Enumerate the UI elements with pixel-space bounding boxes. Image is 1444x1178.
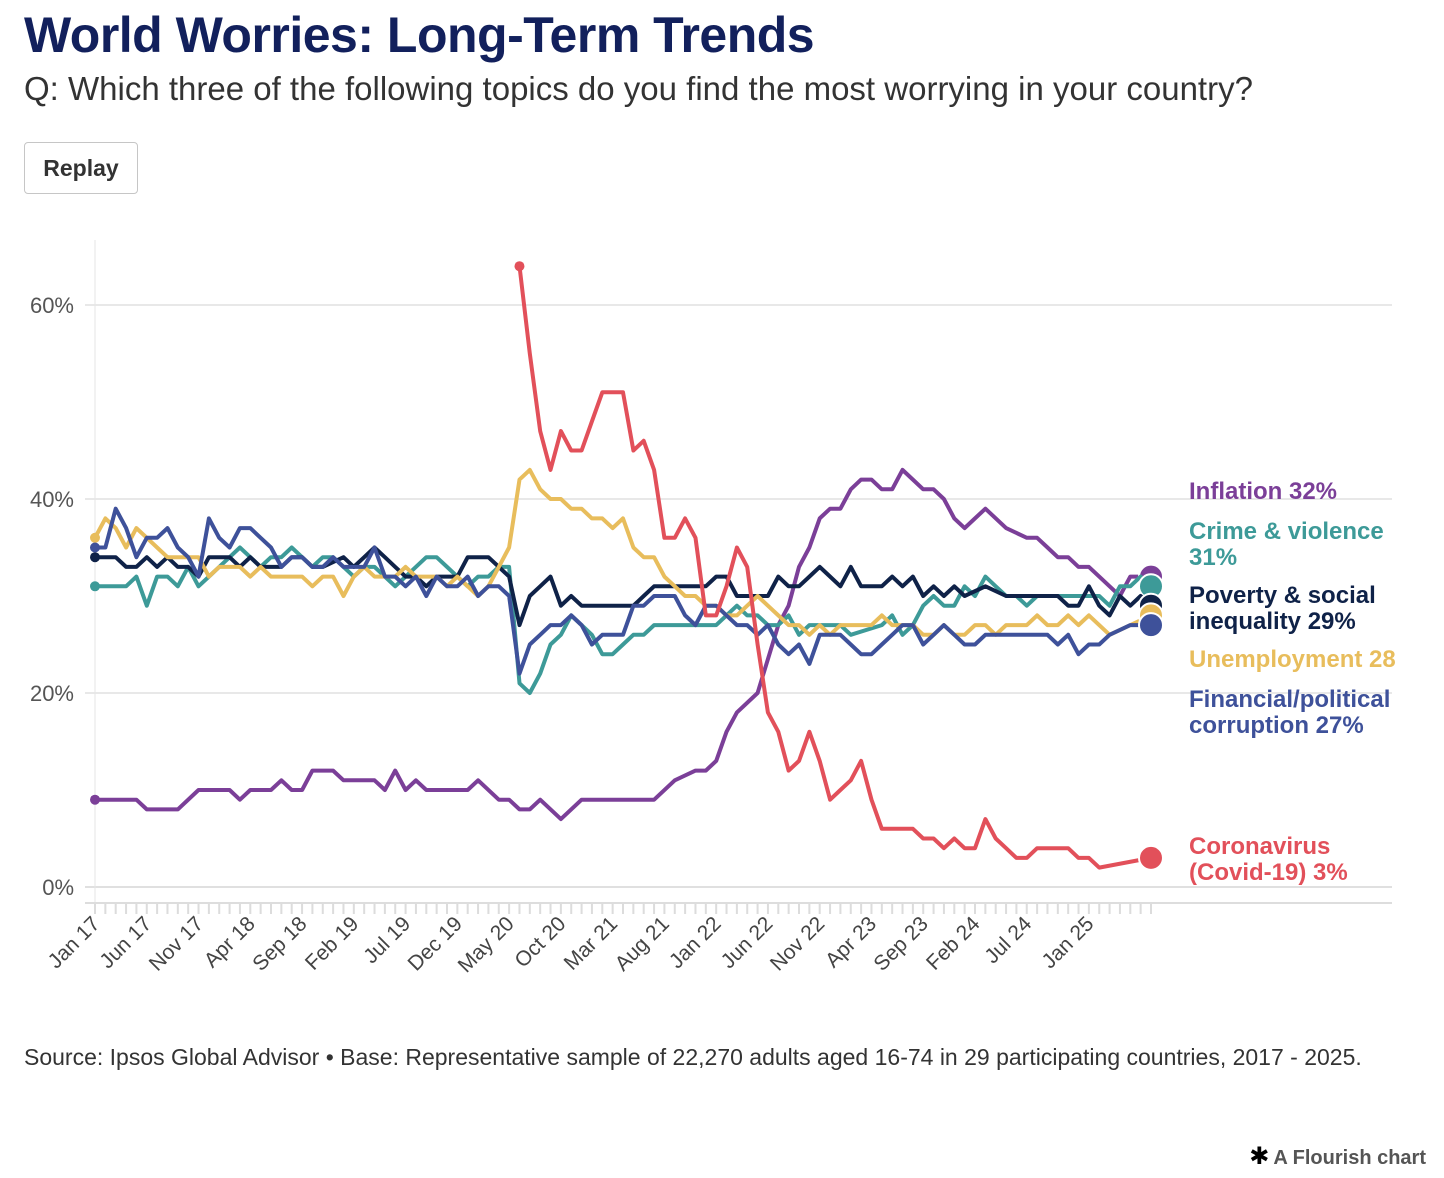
page-subtitle: Q: Which three of the following topics d… (24, 70, 1253, 107)
series-end-label: Unemployment 28 (1189, 646, 1396, 673)
x-tick-label: Jul 24 (980, 912, 1036, 968)
series-end-label: Coronavirus (1189, 833, 1330, 860)
series-end-label: inequality 29% (1189, 608, 1356, 635)
x-tick-label: Jun 22 (717, 912, 778, 973)
series-start-dot-poverty-social-inequality (90, 552, 100, 563)
x-tick-label: Sep 23 (869, 912, 932, 975)
y-tick-label: 0% (42, 875, 74, 900)
x-tick-label: Mar 21 (560, 912, 622, 974)
series-start-dot-crime-violence (90, 581, 100, 592)
series-end-label: (Covid-19) 3% (1189, 859, 1348, 886)
series-start-dot-financial-political-corruption (90, 542, 100, 553)
x-tick-label: May 20 (454, 912, 519, 977)
y-tick-label: 60% (30, 293, 74, 318)
source-note: Source: Ipsos Global Advisor • Base: Rep… (24, 1044, 1362, 1070)
asterisk-icon: ✱ (1249, 1143, 1270, 1170)
series-end-label: Crime & violence (1189, 518, 1384, 545)
series-line-unemployment (93, 467, 1153, 637)
x-tick-label: Sep 18 (248, 912, 311, 975)
series-line-coronavirus-covid-19 (517, 264, 1153, 870)
x-tick-label: Jan 22 (665, 912, 726, 973)
replay-button[interactable]: Replay (24, 142, 138, 194)
series-end-dot-financial-political-corruption (1138, 612, 1164, 639)
series-line-crime-violence (93, 545, 1153, 695)
x-tick-label: Feb 19 (301, 912, 364, 975)
series-line-inflation (93, 467, 1153, 822)
x-tick-label: Feb 24 (922, 912, 985, 975)
y-tick-label: 20% (30, 681, 74, 706)
x-tick-label: Jun 17 (95, 912, 156, 973)
x-tick-label: Jan 17 (44, 912, 105, 973)
x-tick-label: Nov 17 (145, 912, 208, 975)
page-title: World Worries: Long-Term Trends (24, 7, 815, 63)
x-tick-label: Aug 21 (611, 912, 674, 975)
x-tick-label: Oct 20 (510, 912, 570, 972)
series-end-label: corruption 27% (1189, 712, 1364, 739)
series-start-dot-inflation (90, 794, 100, 805)
series-end-label: Financial/political (1189, 686, 1390, 713)
series-line-financial-political-corruption (93, 506, 1153, 676)
series-end-dot-coronavirus-covid-19 (1138, 844, 1164, 871)
x-tick-label: Jan 25 (1038, 912, 1099, 973)
series-end-label: Inflation 32% (1189, 478, 1337, 505)
series-start-dot-coronavirus-covid-19 (514, 261, 525, 272)
x-tick-label: Dec 19 (404, 912, 467, 975)
series-line-poverty-social-inequality (93, 545, 1153, 628)
credit-text: A Flourish chart (1273, 1147, 1426, 1169)
x-tick-label: Nov 22 (766, 912, 829, 975)
series-start-dot-unemployment (90, 532, 100, 543)
series-end-label: 31% (1189, 544, 1237, 571)
flourish-credit[interactable]: ✱ A Flourish chart (1249, 1142, 1426, 1171)
series-end-label: Poverty & social (1189, 582, 1376, 609)
y-tick-label: 40% (30, 487, 74, 512)
